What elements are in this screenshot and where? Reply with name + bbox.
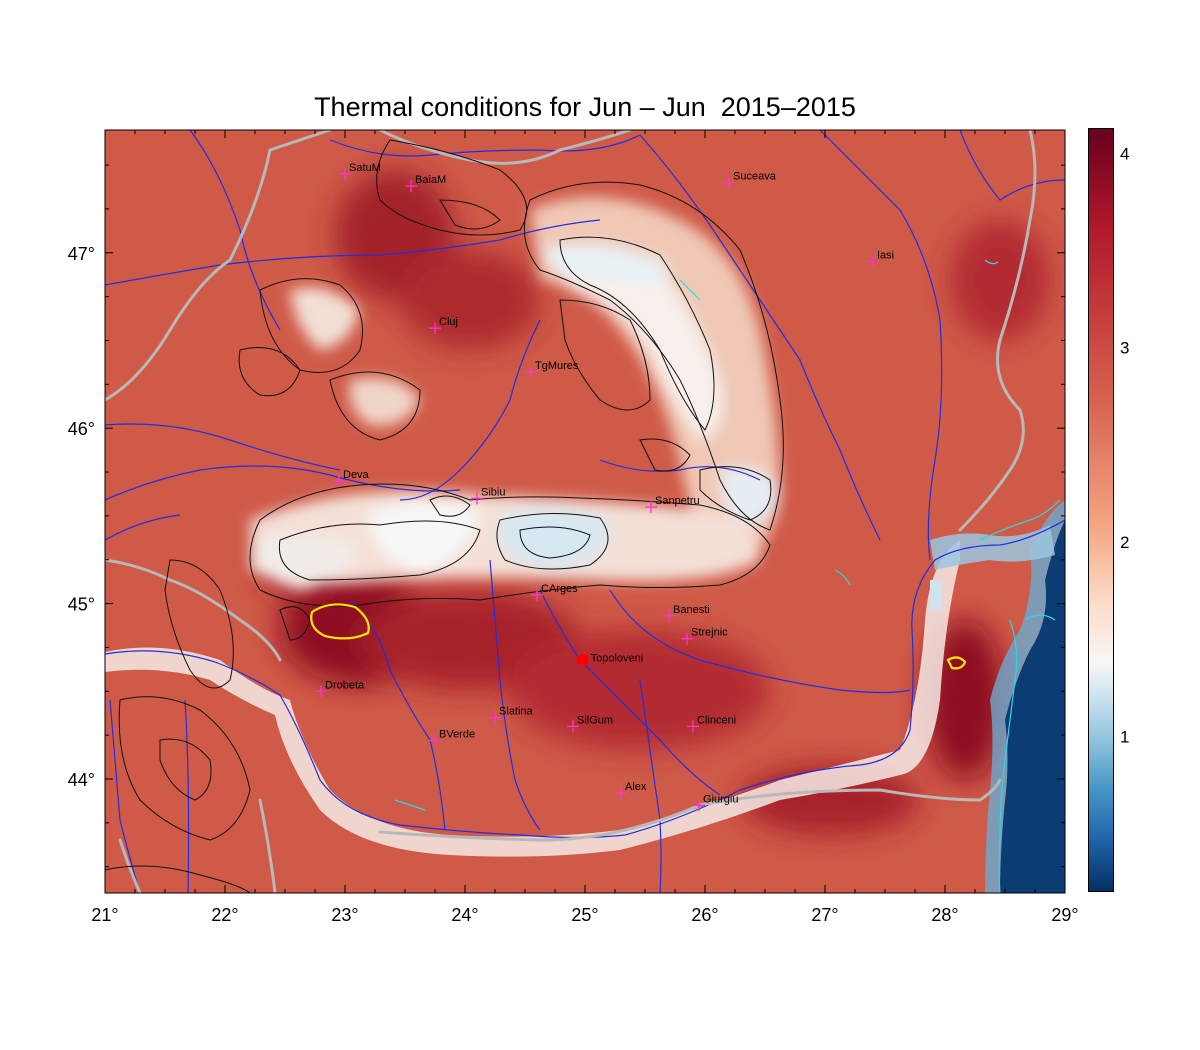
city-giurgiu[interactable]: Giurgiu <box>693 793 738 812</box>
city-label: Iasi <box>877 250 894 262</box>
city-label: Deva <box>343 469 370 481</box>
highlight-contours <box>310 603 967 670</box>
city-iasi[interactable]: Iasi <box>867 250 894 268</box>
city-marker-icon <box>471 492 483 505</box>
city-label: Sibiu <box>481 486 505 498</box>
city-cluj[interactable]: Cluj <box>429 316 458 335</box>
city-marker-icon <box>429 734 441 747</box>
city-carges[interactable]: CArges <box>531 583 578 601</box>
city-label: CArges <box>541 583 578 595</box>
delta-cool-patches <box>930 525 1055 610</box>
map-canvas[interactable] <box>105 130 1065 893</box>
city-label: SatuM <box>349 162 381 174</box>
city-baiam[interactable]: BaiaM <box>405 174 446 193</box>
x-tick-label: 28° <box>931 905 958 925</box>
country-borders <box>105 130 1037 893</box>
city-marker-icon <box>723 176 735 189</box>
map-title: Thermal conditions for Jun – Jun 2015–20… <box>314 92 856 122</box>
city-bverde[interactable]: BVerde <box>429 728 475 747</box>
colorbar-tick-label: 3 <box>1120 339 1129 358</box>
reference-point-marker <box>576 653 589 666</box>
city-satum[interactable]: SatuM <box>339 162 381 180</box>
city-tgmures[interactable]: TgMures <box>525 360 579 379</box>
city-marker-icon <box>531 588 543 601</box>
city-label: Giurgiu <box>703 793 738 805</box>
city-sibiu[interactable]: Sibiu <box>471 486 505 505</box>
black-sea <box>1000 520 1065 893</box>
city-label: Slatina <box>499 706 534 718</box>
city-label: Drobeta <box>325 679 365 691</box>
city-label: Clinceni <box>697 714 736 726</box>
x-tick-label: 23° <box>331 905 358 925</box>
city-strejnic[interactable]: Strejnic <box>681 627 728 645</box>
colorbar-tick-label: 4 <box>1120 144 1129 163</box>
city-marker-icon <box>693 799 705 812</box>
x-tick-label: 29° <box>1051 905 1078 925</box>
x-tick-label: 25° <box>571 905 598 925</box>
x-tick-label: 27° <box>811 905 838 925</box>
city-silgum[interactable]: SilGum <box>567 714 613 733</box>
y-tick-label: 47° <box>68 244 95 264</box>
colorbar-gradient <box>1088 128 1114 892</box>
city-label: TgMures <box>535 360 579 372</box>
city-marker-icon <box>615 787 627 800</box>
city-label: SilGum <box>577 714 613 726</box>
city-marker-icon <box>681 632 693 645</box>
city-label: Strejnic <box>691 627 728 639</box>
y-tick-label: 44° <box>68 770 95 790</box>
city-marker-icon <box>405 180 417 193</box>
city-marker-icon <box>333 474 345 487</box>
city-label: Alex <box>625 781 647 793</box>
city-drobeta[interactable]: Drobeta <box>315 679 365 698</box>
colorbar-tick-label: 1 <box>1120 727 1129 746</box>
reference-point-topoloveni[interactable]: Topoloveni <box>576 653 644 666</box>
city-label: BaiaM <box>415 174 446 186</box>
colorbar-tick-label: 2 <box>1120 533 1129 552</box>
city-marker-icon <box>429 322 441 335</box>
city-label: Cluj <box>439 316 458 328</box>
x-tick-label: 24° <box>451 905 478 925</box>
city-alex[interactable]: Alex <box>615 781 647 800</box>
y-tick-label: 45° <box>68 595 95 615</box>
city-markers: SatuM BaiaM Suceava Iasi Cluj TgMures Deva Sibi… <box>315 162 894 812</box>
city-marker-icon <box>567 720 579 733</box>
coastal-lines <box>394 259 1061 893</box>
city-marker-icon <box>315 685 327 698</box>
city-banesti[interactable]: Banesti <box>663 604 710 622</box>
city-label: Sanpetru <box>655 495 700 507</box>
city-label: Banesti <box>673 604 710 616</box>
contour-lines <box>105 139 784 893</box>
y-tick-label: 46° <box>68 419 95 439</box>
city-slatina[interactable]: Slatina <box>489 706 534 724</box>
map-axes: 21° 22° 23° 24° 25° 26° 27° 28° 29° 44° 45° 46° 47° <box>68 130 1079 925</box>
city-clinceni[interactable]: Clinceni <box>687 714 736 733</box>
city-deva[interactable]: Deva <box>333 469 370 487</box>
rivers <box>105 130 1065 893</box>
x-tick-label: 21° <box>91 905 118 925</box>
city-marker-icon <box>663 609 675 622</box>
x-tick-label: 22° <box>211 905 238 925</box>
city-marker-icon <box>687 720 699 733</box>
city-label: Suceava <box>733 171 777 183</box>
x-tick-label: 26° <box>691 905 718 925</box>
city-marker-icon <box>645 501 657 514</box>
city-label: BVerde <box>439 728 475 740</box>
city-marker-icon <box>339 167 351 180</box>
city-marker-icon <box>489 711 501 724</box>
city-sanpetru[interactable]: Sanpetru <box>645 495 700 514</box>
sea-shelf-gradient <box>985 500 1065 893</box>
reference-point-label: Topoloveni <box>591 653 644 665</box>
hot-zones <box>260 170 1050 835</box>
city-suceava[interactable]: Suceava <box>723 171 777 189</box>
city-marker-icon <box>867 255 879 268</box>
city-marker-icon <box>525 366 537 379</box>
